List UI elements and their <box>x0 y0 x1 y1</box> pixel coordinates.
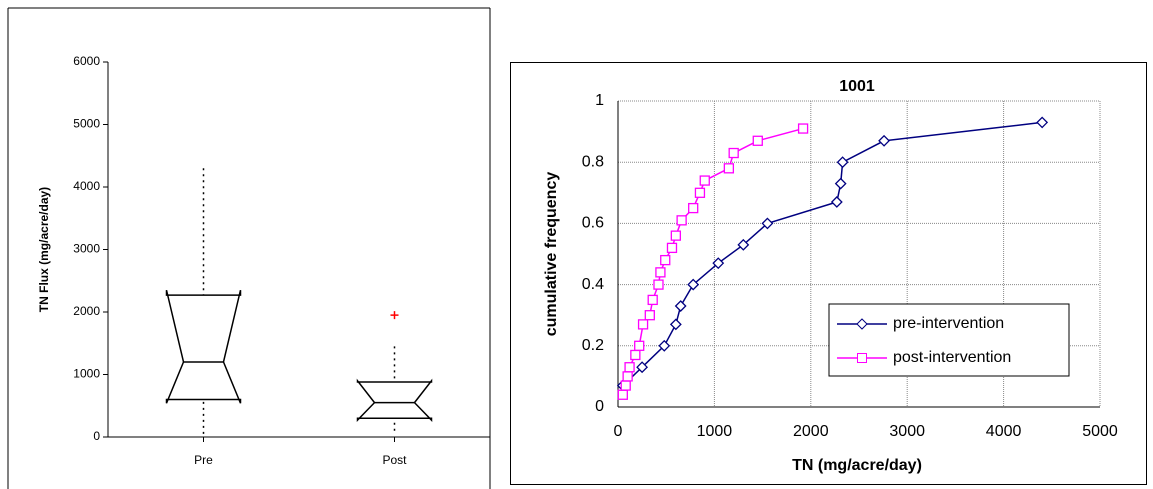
point <box>687 278 700 291</box>
legend <box>828 303 1070 377</box>
point <box>624 362 635 373</box>
point <box>737 238 750 251</box>
x-tick-label: 0 <box>614 423 623 440</box>
point <box>728 147 739 159</box>
legend-marker <box>857 353 867 363</box>
x-tick-label: 5000 <box>1082 423 1118 440</box>
y-tick-label: 0.6 <box>582 215 604 232</box>
y-tick-label: 5000 <box>73 117 100 131</box>
series-line <box>622 127 804 395</box>
point <box>655 267 666 278</box>
point <box>752 135 763 146</box>
point <box>797 123 809 134</box>
legend-marker <box>856 318 868 330</box>
point <box>634 340 645 351</box>
x-tick-label: Pre <box>194 453 213 467</box>
x-tick-label: 2000 <box>793 423 829 440</box>
x-axis-label: TN (mg/acre/day) <box>792 457 922 474</box>
point <box>761 217 774 230</box>
point <box>669 318 682 331</box>
y-tick-label: 0.8 <box>582 153 604 170</box>
point <box>666 242 678 254</box>
point <box>836 156 849 169</box>
x-tick-label: 4000 <box>986 423 1022 440</box>
point <box>670 230 681 241</box>
point <box>617 389 628 400</box>
point <box>658 339 671 352</box>
x-tick-label: 1000 <box>697 423 733 440</box>
y-tick-label: 0 <box>595 398 604 415</box>
point <box>644 310 655 321</box>
y-tick-label: 1000 <box>73 367 100 381</box>
legend-label: post-intervention <box>893 349 1011 366</box>
point <box>637 319 649 330</box>
x-tick-label: 3000 <box>889 423 925 440</box>
point <box>676 215 687 226</box>
y-axis-label: TN Flux (mg/acre/day) <box>37 187 51 312</box>
point <box>688 202 699 214</box>
y-axis-label: cumulative frequency <box>543 172 560 337</box>
y-tick-label: 3000 <box>73 242 100 256</box>
point <box>647 294 658 306</box>
point <box>712 257 725 270</box>
point <box>830 196 843 208</box>
y-tick-label: 0.2 <box>582 337 604 354</box>
y-tick-label: 0.4 <box>582 276 604 293</box>
point <box>699 175 710 186</box>
point <box>878 134 890 147</box>
point <box>694 187 706 198</box>
legend-label: pre-intervention <box>893 315 1004 332</box>
point <box>660 254 671 266</box>
point <box>1036 116 1049 129</box>
y-tick-label: 2000 <box>73 304 100 318</box>
point <box>653 279 664 290</box>
outlier <box>390 311 399 320</box>
box-outline <box>356 378 433 422</box>
frame <box>510 62 1147 485</box>
point <box>622 371 633 382</box>
y-tick-label: 6000 <box>73 54 100 68</box>
y-tick-label: 4000 <box>73 179 100 193</box>
y-tick-label: 0 <box>93 429 100 443</box>
point <box>636 361 649 374</box>
point <box>834 177 847 190</box>
point <box>723 163 735 174</box>
box-chart: 0 1000 2000 3000 4000 5000 6000 TN Flux (mg/acr… <box>37 54 490 467</box>
y-tick-label: 1 <box>595 92 604 109</box>
point <box>674 300 687 312</box>
box-outline <box>165 289 242 404</box>
chart-title: 1001 <box>839 78 875 95</box>
cdf-chart: 1001 0 0.2 0.4 0.6 0.8 1 0 1000 2000 3000 4000 5000 T… <box>543 78 1118 474</box>
x-tick-label: Post <box>382 453 407 467</box>
point <box>620 380 631 391</box>
point <box>630 349 641 361</box>
